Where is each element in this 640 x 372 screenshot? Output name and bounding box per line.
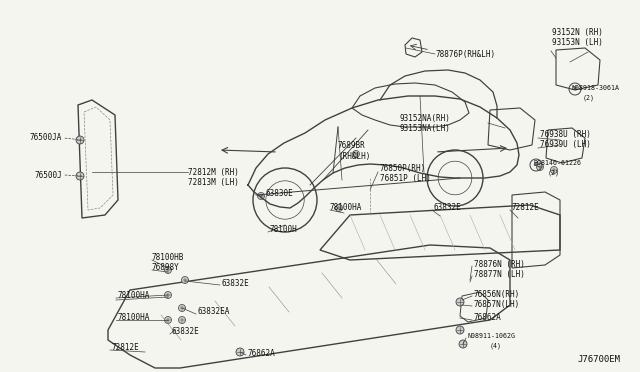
Text: (2): (2) <box>548 170 560 176</box>
Text: N: N <box>573 87 577 92</box>
Text: 7689BR: 7689BR <box>338 141 365 151</box>
Text: (2): (2) <box>583 95 595 101</box>
Text: 76898Y: 76898Y <box>152 263 180 273</box>
Text: 76500J: 76500J <box>35 170 62 180</box>
Text: 78876P(RH&LH): 78876P(RH&LH) <box>435 51 495 60</box>
Text: 93152NA(RH): 93152NA(RH) <box>400 113 451 122</box>
Circle shape <box>179 305 186 311</box>
Circle shape <box>164 292 172 298</box>
Text: 63830E: 63830E <box>265 189 292 198</box>
Text: 72813M (LH): 72813M (LH) <box>188 177 239 186</box>
Text: 63832E: 63832E <box>434 203 461 212</box>
Text: 78877N (LH): 78877N (LH) <box>474 269 525 279</box>
Text: N08911-1062G: N08911-1062G <box>468 333 516 339</box>
Text: B08146-61226: B08146-61226 <box>534 160 582 166</box>
Text: 78100HA: 78100HA <box>118 291 150 299</box>
Text: 63832E: 63832E <box>172 327 200 337</box>
Text: 93153NA(LH): 93153NA(LH) <box>400 124 451 132</box>
Text: 76850P(RH): 76850P(RH) <box>380 164 426 173</box>
Circle shape <box>550 167 557 173</box>
Circle shape <box>459 340 467 348</box>
Circle shape <box>456 326 464 334</box>
Text: 93152N (RH): 93152N (RH) <box>552 28 603 36</box>
Text: 76856N(RH): 76856N(RH) <box>474 289 520 298</box>
Text: 78100H: 78100H <box>270 225 298 234</box>
Text: 76851P (LH): 76851P (LH) <box>380 173 431 183</box>
Text: (4): (4) <box>490 343 502 349</box>
Circle shape <box>236 348 244 356</box>
Circle shape <box>257 192 264 199</box>
Text: J76700EM: J76700EM <box>577 356 620 365</box>
Circle shape <box>182 276 189 283</box>
Text: 76857N(LH): 76857N(LH) <box>474 299 520 308</box>
Text: 72812M (RH): 72812M (RH) <box>188 167 239 176</box>
Text: 72812E: 72812E <box>112 343 140 353</box>
Circle shape <box>164 266 172 273</box>
Circle shape <box>179 317 186 324</box>
Text: 76938U (RH): 76938U (RH) <box>540 131 591 140</box>
Circle shape <box>164 317 172 324</box>
Text: 78100HB: 78100HB <box>152 253 184 263</box>
Text: 72812E: 72812E <box>512 203 540 212</box>
Text: N08918-3061A: N08918-3061A <box>572 85 620 91</box>
Circle shape <box>456 298 464 306</box>
Text: (RH&LH): (RH&LH) <box>338 151 371 160</box>
Circle shape <box>353 151 360 157</box>
Text: 93153N (LH): 93153N (LH) <box>552 38 603 46</box>
Text: 76862A: 76862A <box>248 350 276 359</box>
Text: 76500JA: 76500JA <box>29 134 62 142</box>
Text: 76939U (LH): 76939U (LH) <box>540 141 591 150</box>
Text: 78100HA: 78100HA <box>330 203 362 212</box>
Text: 63832E: 63832E <box>222 279 250 289</box>
Circle shape <box>536 164 543 170</box>
Circle shape <box>76 136 84 144</box>
Circle shape <box>76 172 84 180</box>
Text: 76862A: 76862A <box>474 314 502 323</box>
Text: 78100HA: 78100HA <box>118 314 150 323</box>
Circle shape <box>335 205 342 212</box>
Text: B: B <box>534 163 538 167</box>
Text: 78876N (RH): 78876N (RH) <box>474 260 525 269</box>
Text: 63832EA: 63832EA <box>198 308 230 317</box>
